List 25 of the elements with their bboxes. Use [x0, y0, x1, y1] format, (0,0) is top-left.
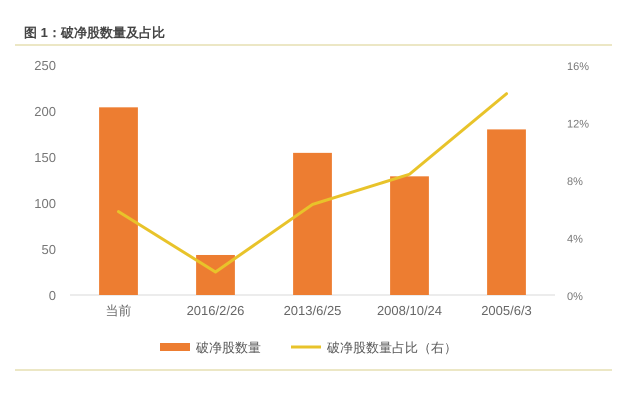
x-tick-label: 当前	[106, 303, 132, 318]
bar	[196, 254, 235, 295]
bar	[487, 129, 526, 295]
y-tick-label: 50	[42, 242, 56, 257]
y2-tick-label: 0%	[567, 291, 584, 303]
x-tick-label: 2005/6/3	[481, 303, 532, 318]
y-tick-label: 100	[34, 196, 56, 211]
chart-title: 图 1：破净股数量及占比	[24, 25, 165, 40]
y-tick-label: 250	[34, 58, 56, 73]
y2-tick-label: 16%	[567, 61, 590, 73]
line-series	[117, 92, 508, 274]
y-tick-label: 0	[48, 288, 56, 303]
x-tick-label: 2008/10/24	[376, 303, 442, 318]
y2-tick-label: 12%	[567, 118, 590, 130]
bar	[390, 176, 429, 295]
y-tick-label: 150	[34, 150, 56, 165]
y2-tick-label: 4%	[567, 234, 584, 246]
bar	[99, 107, 138, 295]
bar	[293, 152, 332, 295]
legend-label: 破净股数量	[195, 340, 261, 355]
y2-tick-label: 8%	[567, 176, 584, 188]
x-tick-label: 2013/6/25	[284, 303, 342, 318]
x-tick-label: 2016/2/26	[186, 303, 244, 318]
legend-label: 破净股数量占比（右）	[326, 340, 457, 355]
y-tick-label: 200	[34, 104, 56, 119]
